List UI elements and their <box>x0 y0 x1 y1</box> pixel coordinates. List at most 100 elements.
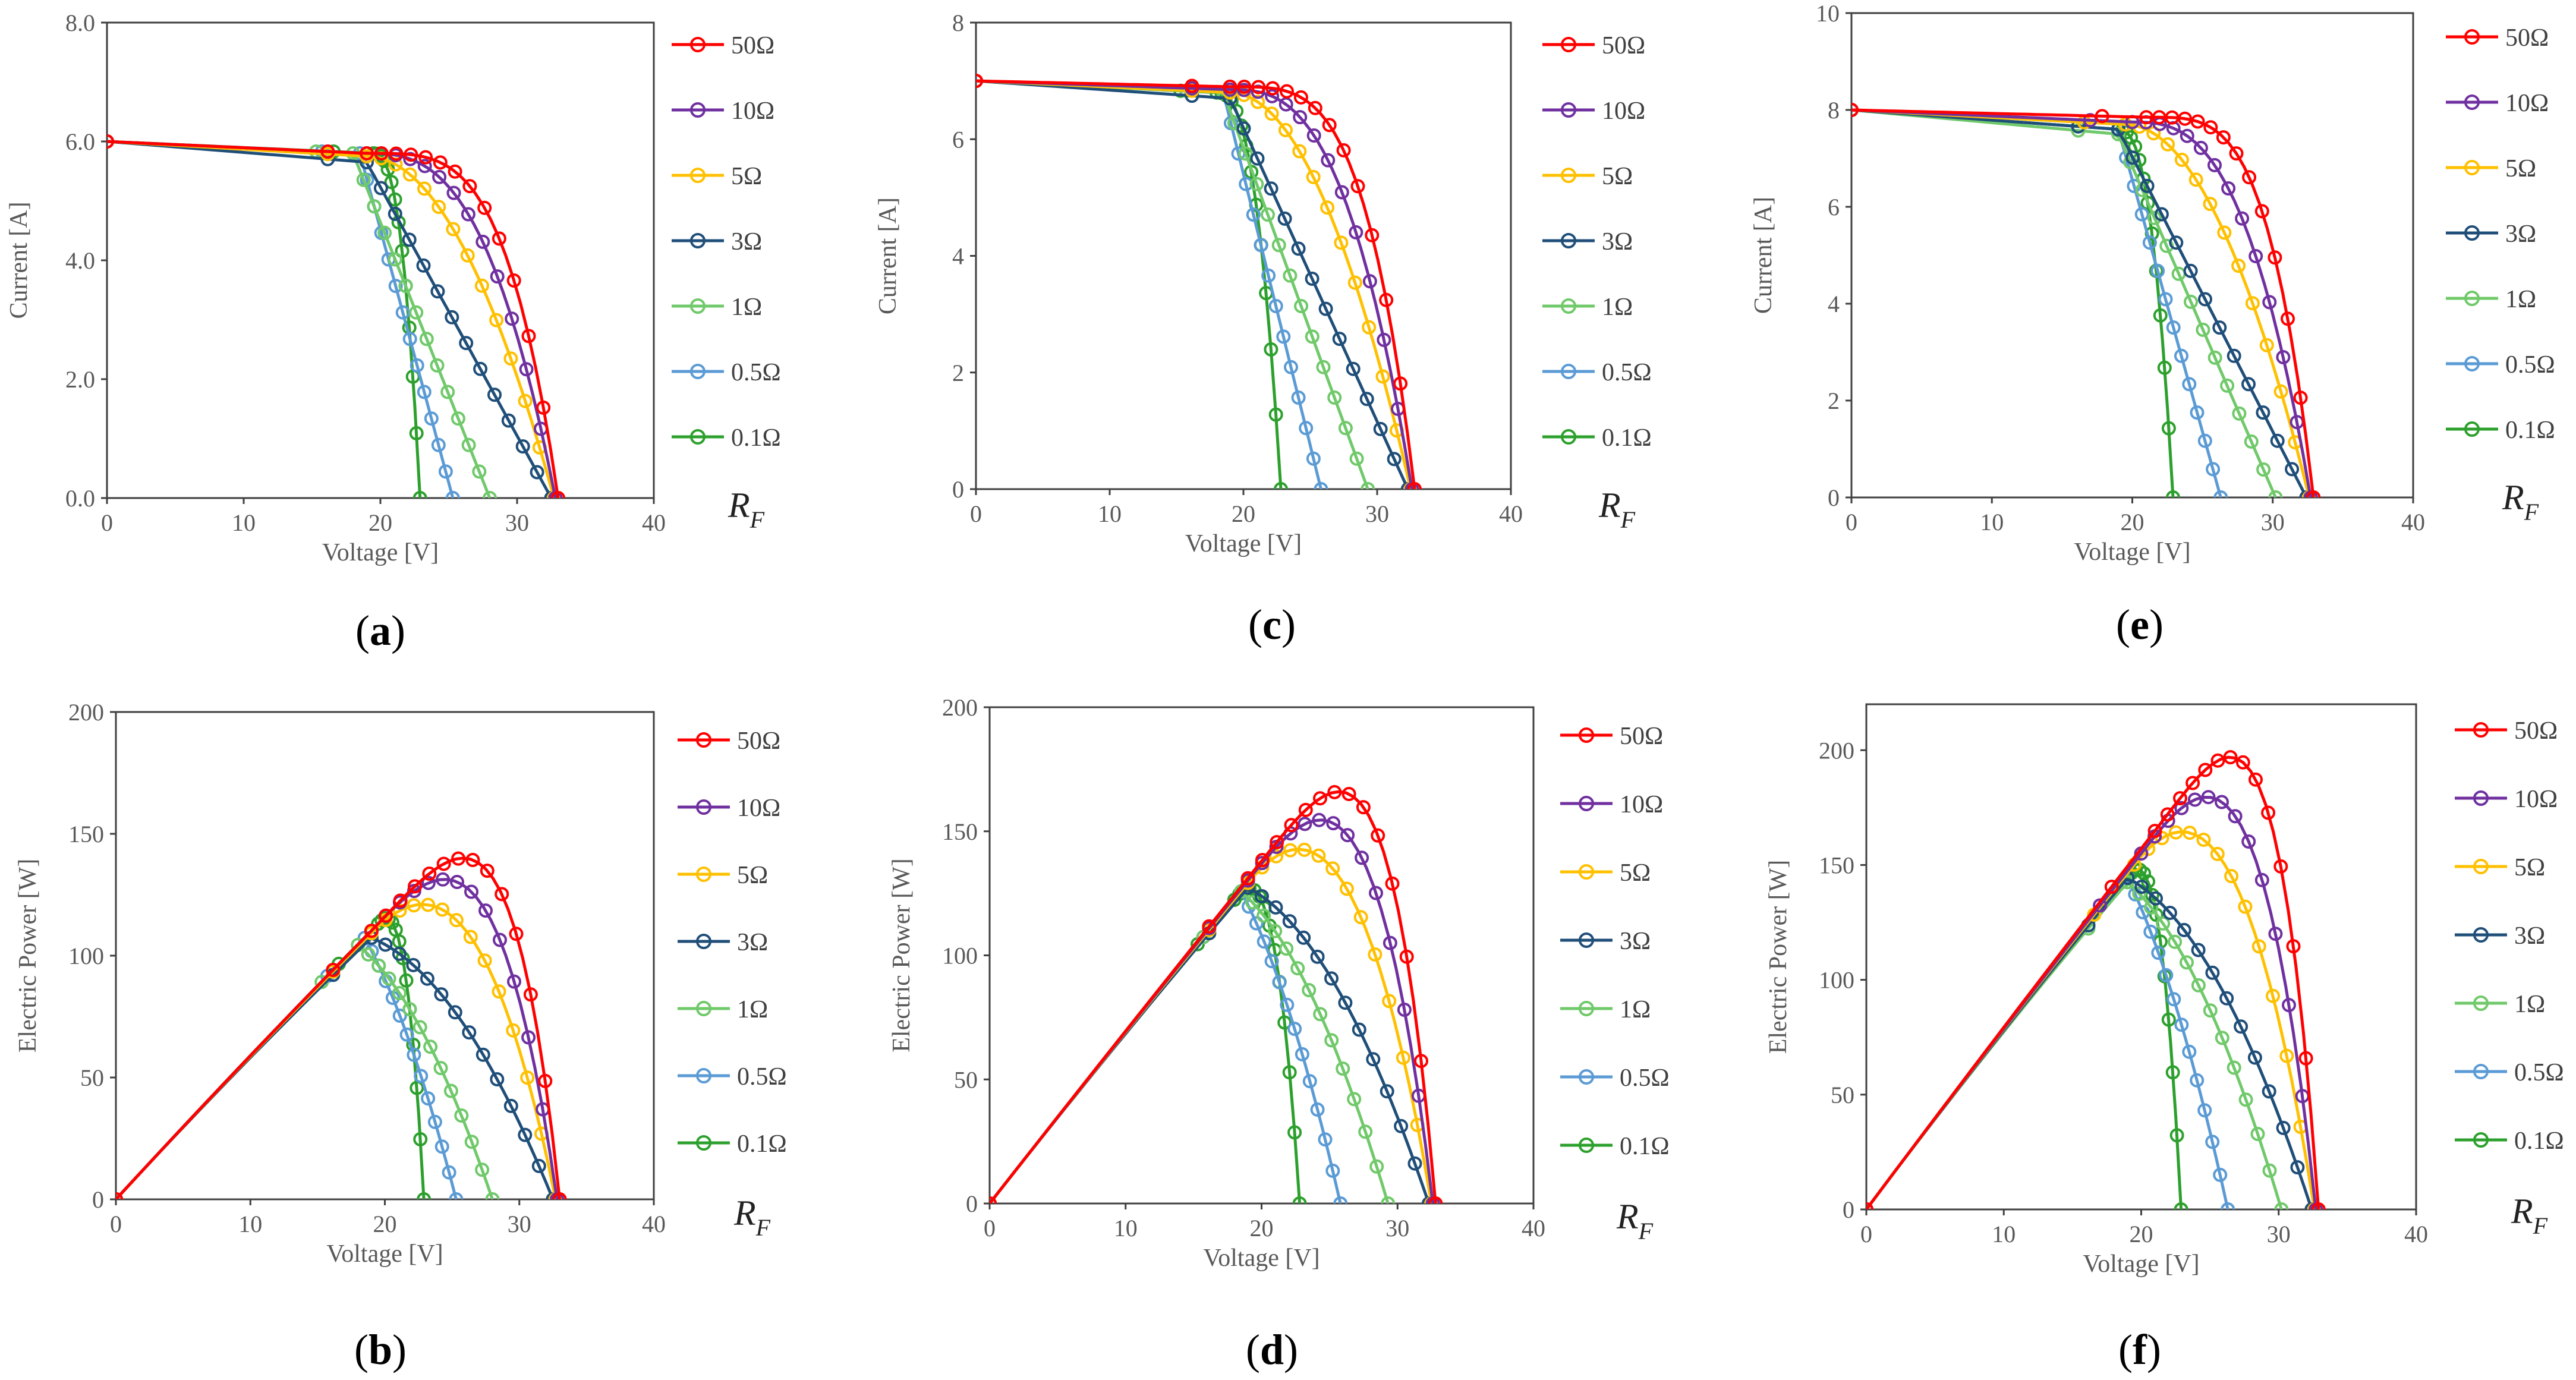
data-point <box>395 305 410 320</box>
data-point <box>384 175 399 190</box>
x-tick-label: 20 <box>369 509 392 536</box>
data-point <box>1407 482 1422 489</box>
x-tick-label: 10 <box>232 509 256 536</box>
data-point <box>551 491 565 498</box>
series-1ohm <box>107 134 497 498</box>
legend-marker <box>1579 727 1594 743</box>
y-tick-label: 150 <box>942 818 978 845</box>
data-point <box>432 200 446 215</box>
legend-label: 0.5Ω <box>737 1063 787 1091</box>
data-point <box>1383 935 1397 950</box>
data-point <box>399 973 414 988</box>
data-point <box>1339 881 1354 896</box>
data-point <box>2268 490 2283 497</box>
data-point <box>2169 235 2184 250</box>
x-axis-label: Voltage [V] <box>326 1240 443 1268</box>
data-point <box>449 1192 464 1199</box>
data-point <box>2286 939 2301 954</box>
data-point <box>1428 1196 1443 1203</box>
y-tick-label: 0.0 <box>65 485 95 512</box>
legend-marker <box>690 168 706 183</box>
data-point <box>1381 1196 1396 1203</box>
data-point <box>2276 1120 2291 1135</box>
data-point <box>1359 392 1374 407</box>
data-point <box>1336 143 1351 157</box>
data-point <box>2125 150 2140 165</box>
legend-title-rf: RF <box>1616 1197 1654 1244</box>
legend-label: 10Ω <box>737 795 780 822</box>
chart-panel-e: 0 10 20 30 40 0 2 4 6 8 10 Voltage [V] Current [A] 50… <box>1750 0 2555 648</box>
data-point <box>483 491 497 498</box>
data-point <box>1291 241 1306 256</box>
x-tick-label: 20 <box>373 1211 397 1237</box>
y-tick-label: 8 <box>1828 97 1840 124</box>
legend-label: 10Ω <box>1602 97 1645 125</box>
data-point <box>460 248 475 263</box>
data-point <box>416 258 431 273</box>
x-axis-label: Voltage [V] <box>322 539 439 566</box>
data-point <box>408 879 422 894</box>
data-point <box>1294 299 1309 313</box>
data-point <box>449 913 464 928</box>
data-point <box>373 181 388 196</box>
y-axis-label: Current [A] <box>874 197 902 314</box>
legend-label: 3Ω <box>731 228 762 256</box>
data-point <box>2290 1160 2305 1175</box>
legend-label: 1Ω <box>2505 286 2536 313</box>
data-point <box>518 393 533 408</box>
series-50ohm <box>1866 750 2326 1209</box>
legend-label: 50Ω <box>2505 24 2549 52</box>
y-tick-label: 200 <box>68 699 104 726</box>
data-point <box>1306 128 1321 143</box>
data-point <box>1292 144 1307 159</box>
data-point <box>2256 405 2270 420</box>
data-point <box>2174 348 2188 363</box>
data-point <box>2190 114 2205 129</box>
data-point <box>1302 1074 1317 1089</box>
legend-marker <box>1561 429 1576 445</box>
data-point <box>521 329 536 344</box>
data-point <box>1264 181 1278 196</box>
x-tick-label: 40 <box>2401 509 2425 535</box>
data-point <box>1268 407 1283 422</box>
data-point <box>2201 790 2216 805</box>
series-5ohm <box>116 897 563 1199</box>
data-point <box>1321 153 1336 168</box>
chart-panel-d: 0 10 20 30 40 0 50 100 150 200 Voltage [V] Electric… <box>888 694 1670 1373</box>
data-point <box>2174 801 2189 815</box>
data-point <box>2205 1135 2220 1149</box>
data-point <box>1291 390 1306 405</box>
legend-label: 1Ω <box>1620 996 1651 1023</box>
y-tick-label: 50 <box>954 1066 978 1093</box>
legend-marker <box>1561 364 1576 379</box>
data-point <box>1375 369 1390 384</box>
data-point <box>2143 924 2158 939</box>
data-point <box>1385 876 1400 891</box>
data-point <box>2151 946 2166 960</box>
plot-frame <box>1850 12 2414 499</box>
data-point <box>1265 81 1280 96</box>
series-line <box>1866 878 2229 1209</box>
data-point <box>530 465 544 480</box>
data-point <box>1265 89 1280 103</box>
legend-marker <box>2473 1132 2489 1148</box>
legend-marker <box>1561 168 1576 183</box>
data-point <box>1240 871 1255 886</box>
chart-panel-b: 0 10 20 30 40 0 50 100 150 200 Voltage [V] Electric… <box>14 699 787 1373</box>
data-point <box>478 903 493 918</box>
data-point <box>395 244 410 259</box>
data-point <box>2104 880 2119 894</box>
data-point <box>438 464 453 479</box>
series-0.5ohm <box>116 931 464 1199</box>
legend-label: 1Ω <box>737 996 768 1023</box>
data-point <box>2132 886 2147 901</box>
panel-label: (e) <box>2116 601 2164 648</box>
series-line <box>107 140 455 498</box>
legend-label: 0.5Ω <box>2514 1059 2564 1086</box>
data-point <box>417 159 432 174</box>
data-point <box>1284 360 1298 374</box>
data-point <box>474 278 489 293</box>
data-point <box>2197 433 2212 448</box>
legend-marker <box>2464 291 2480 306</box>
y-tick-label: 2.0 <box>65 366 95 393</box>
